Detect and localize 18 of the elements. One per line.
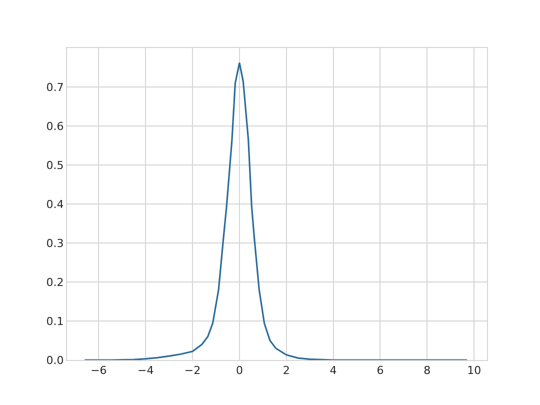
y-tick-label: 0.6 <box>46 120 64 133</box>
x-tick-label: −2 <box>184 364 201 378</box>
x-tick-label: 4 <box>330 364 337 378</box>
x-tick-label: 8 <box>424 364 431 378</box>
y-tick-label: 0.1 <box>46 314 64 328</box>
x-tick-label: 0 <box>236 364 243 378</box>
x-tick-label: −4 <box>137 364 154 378</box>
y-tick-label: 0.3 <box>46 236 64 250</box>
x-tick-label: 6 <box>376 364 384 378</box>
line-series <box>84 62 468 360</box>
y-tick-label: 0.7 <box>46 80 64 94</box>
x-tick-label: −6 <box>90 364 107 378</box>
y-tick-label: 0.2 <box>46 276 64 289</box>
y-tick-label: 0.0 <box>46 354 64 367</box>
x-tick-label: 10 <box>467 364 482 378</box>
y-tick-label: 0.5 <box>46 158 64 172</box>
x-tick-label: 2 <box>282 364 290 378</box>
y-tick-label: 0.4 <box>46 198 64 211</box>
